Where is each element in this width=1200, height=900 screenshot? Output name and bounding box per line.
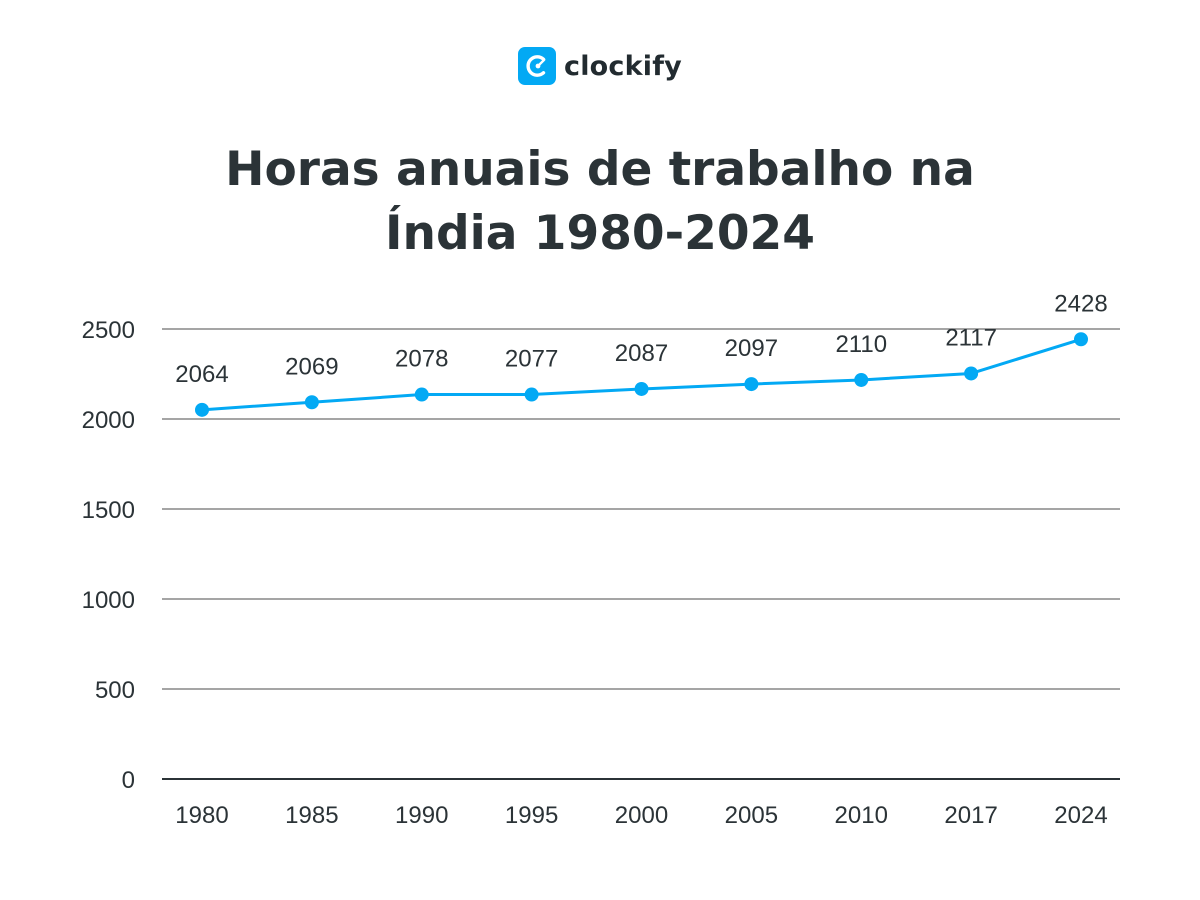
data-point-2000 [634,381,649,396]
data-label-2010: 2110 [835,331,887,358]
data-point-2005 [744,377,759,392]
y-tick-label-2500: 2500 [82,317,135,344]
y-axis-ticks: 0 500 1000 1500 2000 2500 [82,317,135,794]
gridlines [162,328,1120,780]
x-tick-label-1990: 1990 [395,802,448,829]
x-tick-label-2024: 2024 [1054,802,1107,829]
data-points [195,332,1088,417]
x-tick-label-1995: 1995 [505,802,558,829]
x-tick-label-1985: 1985 [285,802,338,829]
brand-header: clockify [0,46,1200,86]
data-label-2000: 2087 [615,340,668,367]
data-label-1995: 2077 [505,346,558,373]
clockify-logo-icon [518,47,556,85]
clockify-logo-glyph [518,47,556,85]
data-point-1980 [195,402,209,417]
x-axis-ticks: 1980 1985 1990 1995 2000 2005 2010 2017 2024 [175,802,1107,829]
x-tick-label-2005: 2005 [725,802,778,829]
data-point-1990 [414,387,429,402]
y-tick-label-2000: 2000 [82,407,135,434]
x-tick-label-2000: 2000 [615,802,668,829]
data-label-1980: 2064 [175,361,228,388]
brand-name: clockify [564,50,682,82]
data-point-2024 [1074,332,1088,347]
y-tick-label-0: 0 [122,767,135,794]
x-tick-label-2010: 2010 [835,802,888,829]
x-tick-label-2017: 2017 [944,802,997,829]
data-label-2024: 2428 [1054,290,1107,317]
data-point-1995 [524,387,539,402]
x-tick-label-1980: 1980 [175,802,228,829]
data-point-2010 [854,372,869,387]
brand-logo: clockify [518,47,682,85]
data-point-1985 [304,395,319,410]
data-label-1990: 2078 [395,346,448,373]
y-tick-label-500: 500 [95,677,135,704]
y-tick-label-1500: 1500 [82,497,135,524]
y-tick-label-1000: 1000 [82,587,135,614]
data-point-2017 [964,366,979,381]
data-label-2017: 2117 [945,324,997,351]
data-label-2005: 2097 [725,335,778,362]
data-label-1985: 2069 [285,353,338,380]
data-labels: 2064 2069 2078 2077 2087 2097 2110 2117 2428 [175,290,1107,388]
chart-title: Horas anuais de trabalho na Índia 1980-2… [225,142,975,261]
